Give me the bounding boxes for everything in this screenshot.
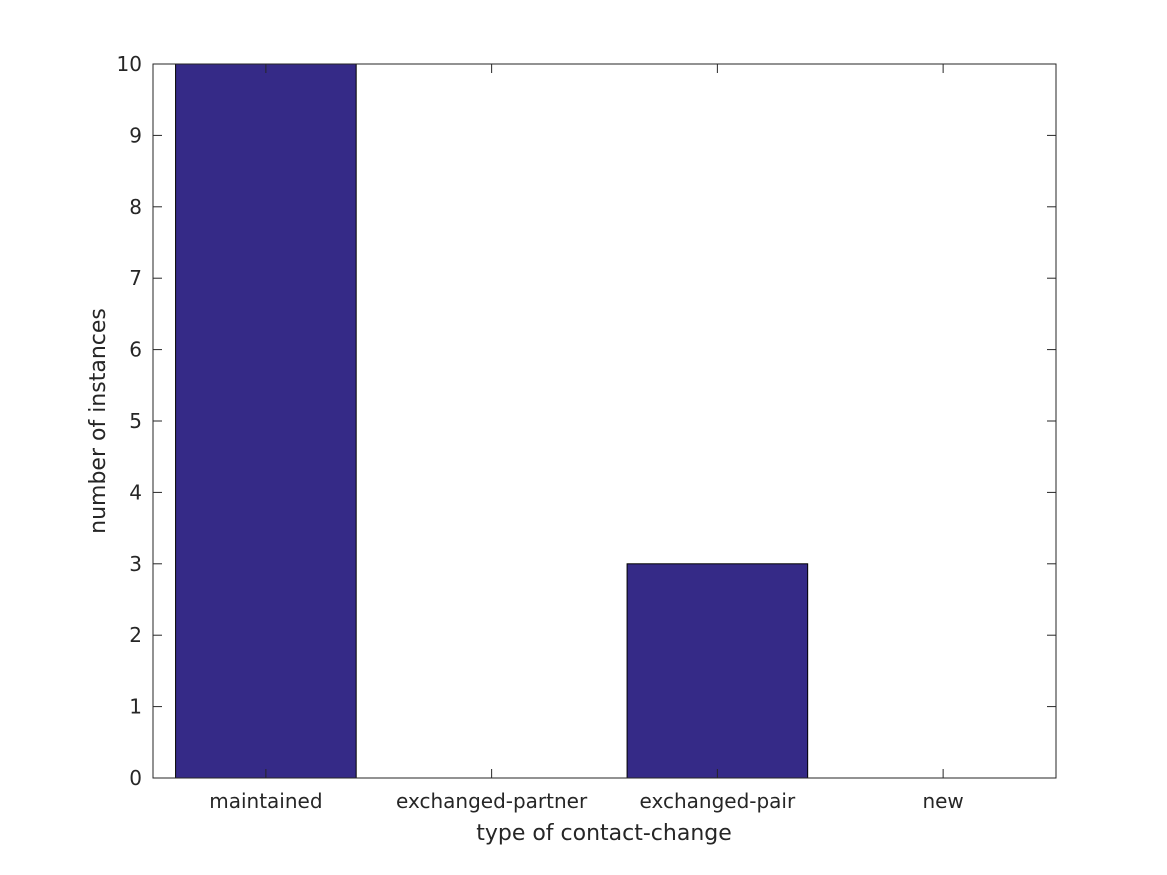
- y-tick-label: 9: [129, 123, 142, 147]
- y-tick-labels: 0 1 2 3 4 5 6 7 8 9 10: [117, 52, 142, 790]
- y-tick-label: 10: [117, 52, 142, 76]
- x-tick-label: new: [922, 789, 963, 813]
- y-tick-label: 3: [129, 552, 142, 576]
- axes-box: [152, 63, 1057, 779]
- ticks-group: [153, 63, 1056, 779]
- y-tick-label: 7: [129, 266, 142, 290]
- bar-exchanged-pair: [626, 563, 809, 779]
- x-tick-labels: maintained exchanged-partner exchanged-pai…: [209, 789, 964, 813]
- y-tick-label: 4: [129, 480, 142, 504]
- x-tick-label: exchanged-pair: [640, 789, 796, 813]
- x-axis-label: type of contact-change: [476, 821, 732, 846]
- y-axis-label: number of instances: [86, 308, 111, 534]
- bar-maintained: [175, 63, 357, 779]
- y-tick-label: 5: [129, 409, 142, 433]
- y-tick-label: 2: [129, 623, 142, 647]
- y-tick-label: 0: [129, 766, 142, 790]
- x-tick-label: maintained: [209, 789, 322, 813]
- x-tick-label: exchanged-partner: [396, 789, 588, 813]
- bars-group: [175, 63, 809, 779]
- y-tick-label: 1: [129, 695, 142, 719]
- y-tick-label: 8: [129, 195, 142, 219]
- y-tick-label: 6: [129, 338, 142, 362]
